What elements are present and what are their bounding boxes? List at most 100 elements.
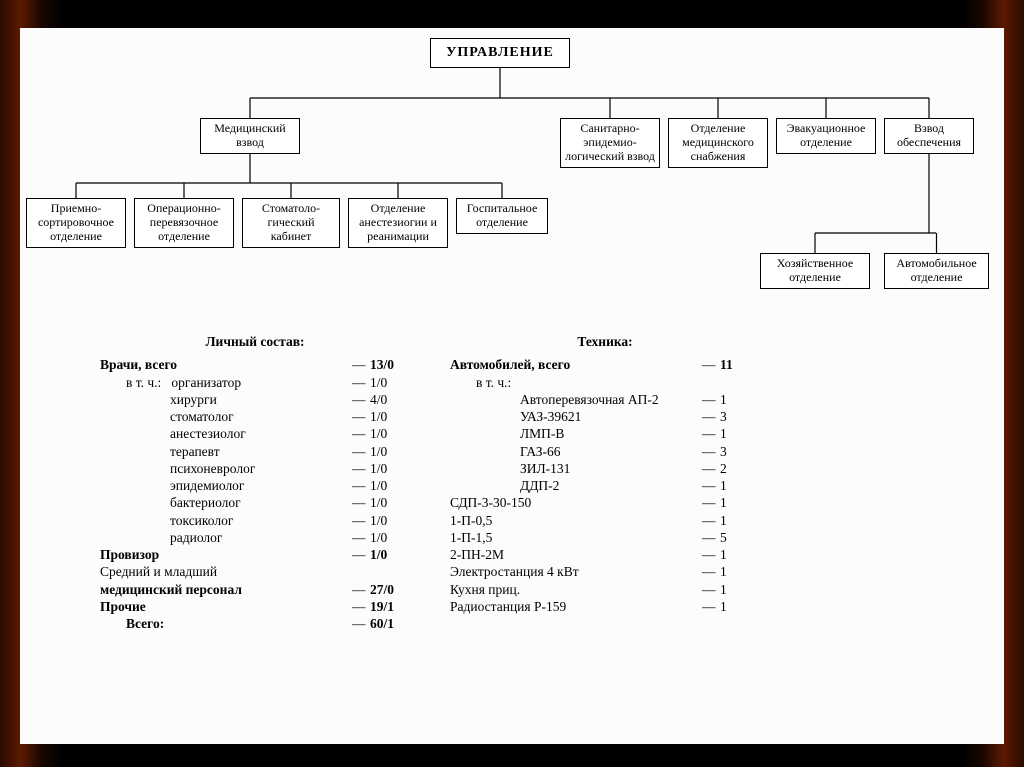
personnel-row: хирурги—4/0 <box>100 391 410 408</box>
equipment-label: 1-П-1,5 <box>450 529 702 546</box>
equipment-label: ДДП-2 <box>450 477 702 494</box>
org-node-stoma: Стоматоло-гический кабинет <box>242 198 340 248</box>
personnel-row: Прочие—19/1 <box>100 598 410 615</box>
dash-icon: — <box>352 477 370 494</box>
equipment-label: УАЗ-39621 <box>450 408 702 425</box>
org-node-evak: Эвакуационное отделение <box>776 118 876 154</box>
equipment-row: 1-П-1,5—5 <box>450 529 760 546</box>
personnel-label: Средний и младший <box>100 563 410 580</box>
personnel-value: 1/0 <box>370 443 410 460</box>
dash-icon: — <box>352 581 370 598</box>
personnel-label: медицинский персонал <box>100 581 352 598</box>
org-node-med: Медицинский взвод <box>200 118 300 154</box>
equipment-value: 2 <box>720 460 760 477</box>
equipment-row: в т. ч.: <box>450 374 760 391</box>
equipment-label: Кухня приц. <box>450 581 702 598</box>
org-node-hoz: Хозяйственное отделение <box>760 253 870 289</box>
equipment-value: 1 <box>720 477 760 494</box>
equipment-row: 1-П-0,5—1 <box>450 512 760 529</box>
dash-icon: — <box>702 356 720 373</box>
equipment-label: 2-ПН-2М <box>450 546 702 563</box>
equipment-label: в т. ч.: <box>450 374 760 391</box>
equipment-label: Электростанция 4 кВт <box>450 563 702 580</box>
personnel-label: Прочие <box>100 598 352 615</box>
equipment-value: 1 <box>720 546 760 563</box>
equipment-title: Техника: <box>450 333 760 350</box>
personnel-value: 60/1 <box>370 615 410 632</box>
personnel-value: 1/0 <box>370 494 410 511</box>
personnel-row: в т. ч.: организатор—1/0 <box>100 374 410 391</box>
equipment-label: ЛМП-В <box>450 425 702 442</box>
equipment-label: Автомобилей, всего <box>450 356 702 373</box>
personnel-value: 1/0 <box>370 408 410 425</box>
personnel-row: Средний и младший <box>100 563 410 580</box>
dash-icon: — <box>352 529 370 546</box>
personnel-label: анестезиолог <box>100 425 352 442</box>
org-node-anest: Отделение анестезиогии и реанимации <box>348 198 448 248</box>
personnel-value: 4/0 <box>370 391 410 408</box>
personnel-value: 1/0 <box>370 374 410 391</box>
personnel-label: бактериолог <box>100 494 352 511</box>
personnel-label: токсиколог <box>100 512 352 529</box>
equipment-row: ЗИЛ-131—2 <box>450 460 760 477</box>
personnel-label: радиолог <box>100 529 352 546</box>
equipment-value: 3 <box>720 408 760 425</box>
personnel-label: в т. ч.: организатор <box>100 374 352 391</box>
equipment-row: ГАЗ-66—3 <box>450 443 760 460</box>
org-node-oper: Операционно-перевязочное отделение <box>134 198 234 248</box>
equipment-value: 1 <box>720 598 760 615</box>
equipment-value: 11 <box>720 356 760 373</box>
dash-icon: — <box>702 529 720 546</box>
personnel-row: психоневролог—1/0 <box>100 460 410 477</box>
dash-icon: — <box>352 408 370 425</box>
equipment-value: 1 <box>720 425 760 442</box>
equipment-label: ЗИЛ-131 <box>450 460 702 477</box>
dash-icon: — <box>702 408 720 425</box>
personnel-label: психоневролог <box>100 460 352 477</box>
personnel-row: эпидемиолог—1/0 <box>100 477 410 494</box>
equipment-row: Автоперевязочная АП-2—1 <box>450 391 760 408</box>
org-node-obesp: Взвод обеспечения <box>884 118 974 154</box>
personnel-row: бактериолог—1/0 <box>100 494 410 511</box>
dash-icon: — <box>352 425 370 442</box>
equipment-row: Автомобилей, всего—11 <box>450 356 760 373</box>
dash-icon: — <box>702 477 720 494</box>
org-node-root: УПРАВЛЕНИЕ <box>430 38 570 68</box>
personnel-row: терапевт—1/0 <box>100 443 410 460</box>
dash-icon: — <box>702 391 720 408</box>
data-lists: Личный состав: Врачи, всего—13/0в т. ч.:… <box>100 333 760 633</box>
personnel-row: стоматолог—1/0 <box>100 408 410 425</box>
personnel-value: 27/0 <box>370 581 410 598</box>
dash-icon: — <box>352 443 370 460</box>
personnel-label: Провизор <box>100 546 352 563</box>
dash-icon: — <box>352 460 370 477</box>
dash-icon: — <box>702 443 720 460</box>
dash-icon: — <box>352 356 370 373</box>
dash-icon: — <box>352 546 370 563</box>
dash-icon: — <box>702 563 720 580</box>
dash-icon: — <box>352 598 370 615</box>
dash-icon: — <box>352 615 370 632</box>
vignette-frame: УПРАВЛЕНИЕМедицинский взводСанитарно-эпи… <box>0 0 1024 767</box>
equipment-value: 5 <box>720 529 760 546</box>
equipment-label: Автоперевязочная АП-2 <box>450 391 702 408</box>
equipment-row: ЛМП-В—1 <box>450 425 760 442</box>
equipment-value: 1 <box>720 391 760 408</box>
personnel-row: медицинский персонал—27/0 <box>100 581 410 598</box>
document-page: УПРАВЛЕНИЕМедицинский взводСанитарно-эпи… <box>20 28 1004 744</box>
equipment-row: Кухня приц.—1 <box>450 581 760 598</box>
personnel-label: стоматолог <box>100 408 352 425</box>
personnel-label: эпидемиолог <box>100 477 352 494</box>
equipment-label: Радиостанция Р-159 <box>450 598 702 615</box>
personnel-row: анестезиолог—1/0 <box>100 425 410 442</box>
dash-icon: — <box>702 494 720 511</box>
equipment-row: 2-ПН-2М—1 <box>450 546 760 563</box>
org-node-avto: Автомобильное отделение <box>884 253 989 289</box>
equipment-row: ДДП-2—1 <box>450 477 760 494</box>
org-node-priem: Приемно-сортировочное отделение <box>26 198 126 248</box>
dash-icon: — <box>702 546 720 563</box>
dash-icon: — <box>702 598 720 615</box>
equipment-label: 1-П-0,5 <box>450 512 702 529</box>
equipment-row: Электростанция 4 кВт—1 <box>450 563 760 580</box>
equipment-value: 1 <box>720 563 760 580</box>
